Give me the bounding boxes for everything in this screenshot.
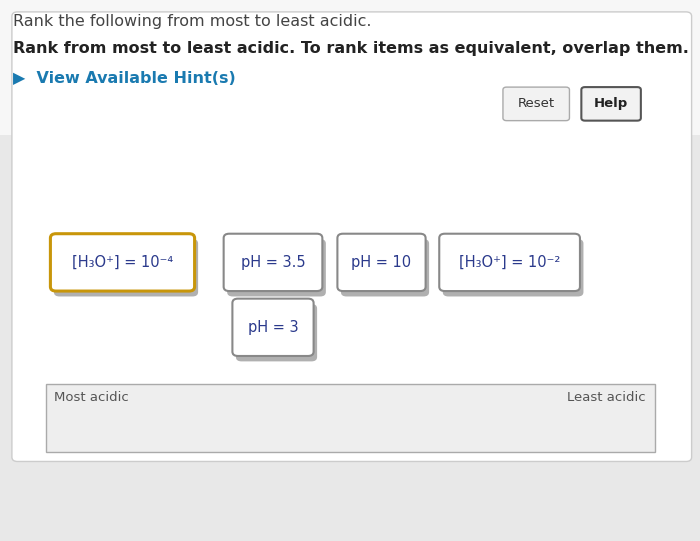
Text: [H₃O⁺] = 10⁻⁴: [H₃O⁺] = 10⁻⁴ [72, 255, 173, 270]
Text: Rank the following from most to least acidic.: Rank the following from most to least ac… [13, 14, 371, 29]
FancyBboxPatch shape [442, 239, 583, 296]
FancyBboxPatch shape [50, 234, 195, 291]
Polygon shape [0, 0, 700, 16]
Text: Least acidic: Least acidic [568, 391, 646, 404]
FancyBboxPatch shape [0, 0, 700, 135]
Text: pH = 10: pH = 10 [351, 255, 412, 270]
FancyBboxPatch shape [337, 234, 426, 291]
FancyBboxPatch shape [224, 234, 322, 291]
FancyBboxPatch shape [581, 87, 641, 121]
Text: Reset: Reset [517, 97, 555, 110]
FancyBboxPatch shape [0, 0, 700, 16]
FancyBboxPatch shape [503, 87, 570, 121]
Text: Most acidic: Most acidic [54, 391, 129, 404]
FancyBboxPatch shape [46, 384, 655, 452]
FancyBboxPatch shape [227, 239, 326, 296]
FancyBboxPatch shape [232, 299, 314, 356]
FancyBboxPatch shape [12, 12, 692, 461]
Text: pH = 3: pH = 3 [248, 320, 298, 335]
FancyBboxPatch shape [440, 234, 580, 291]
Text: [H₃O⁺] = 10⁻²: [H₃O⁺] = 10⁻² [459, 255, 560, 270]
Text: ▶  View Available Hint(s): ▶ View Available Hint(s) [13, 71, 235, 87]
FancyBboxPatch shape [341, 239, 429, 296]
Text: pH = 3.5: pH = 3.5 [241, 255, 305, 270]
Text: Rank from most to least acidic. To rank items as equivalent, overlap them.: Rank from most to least acidic. To rank … [13, 41, 689, 56]
FancyBboxPatch shape [236, 304, 317, 361]
Text: Help: Help [594, 97, 628, 110]
FancyBboxPatch shape [54, 239, 198, 296]
